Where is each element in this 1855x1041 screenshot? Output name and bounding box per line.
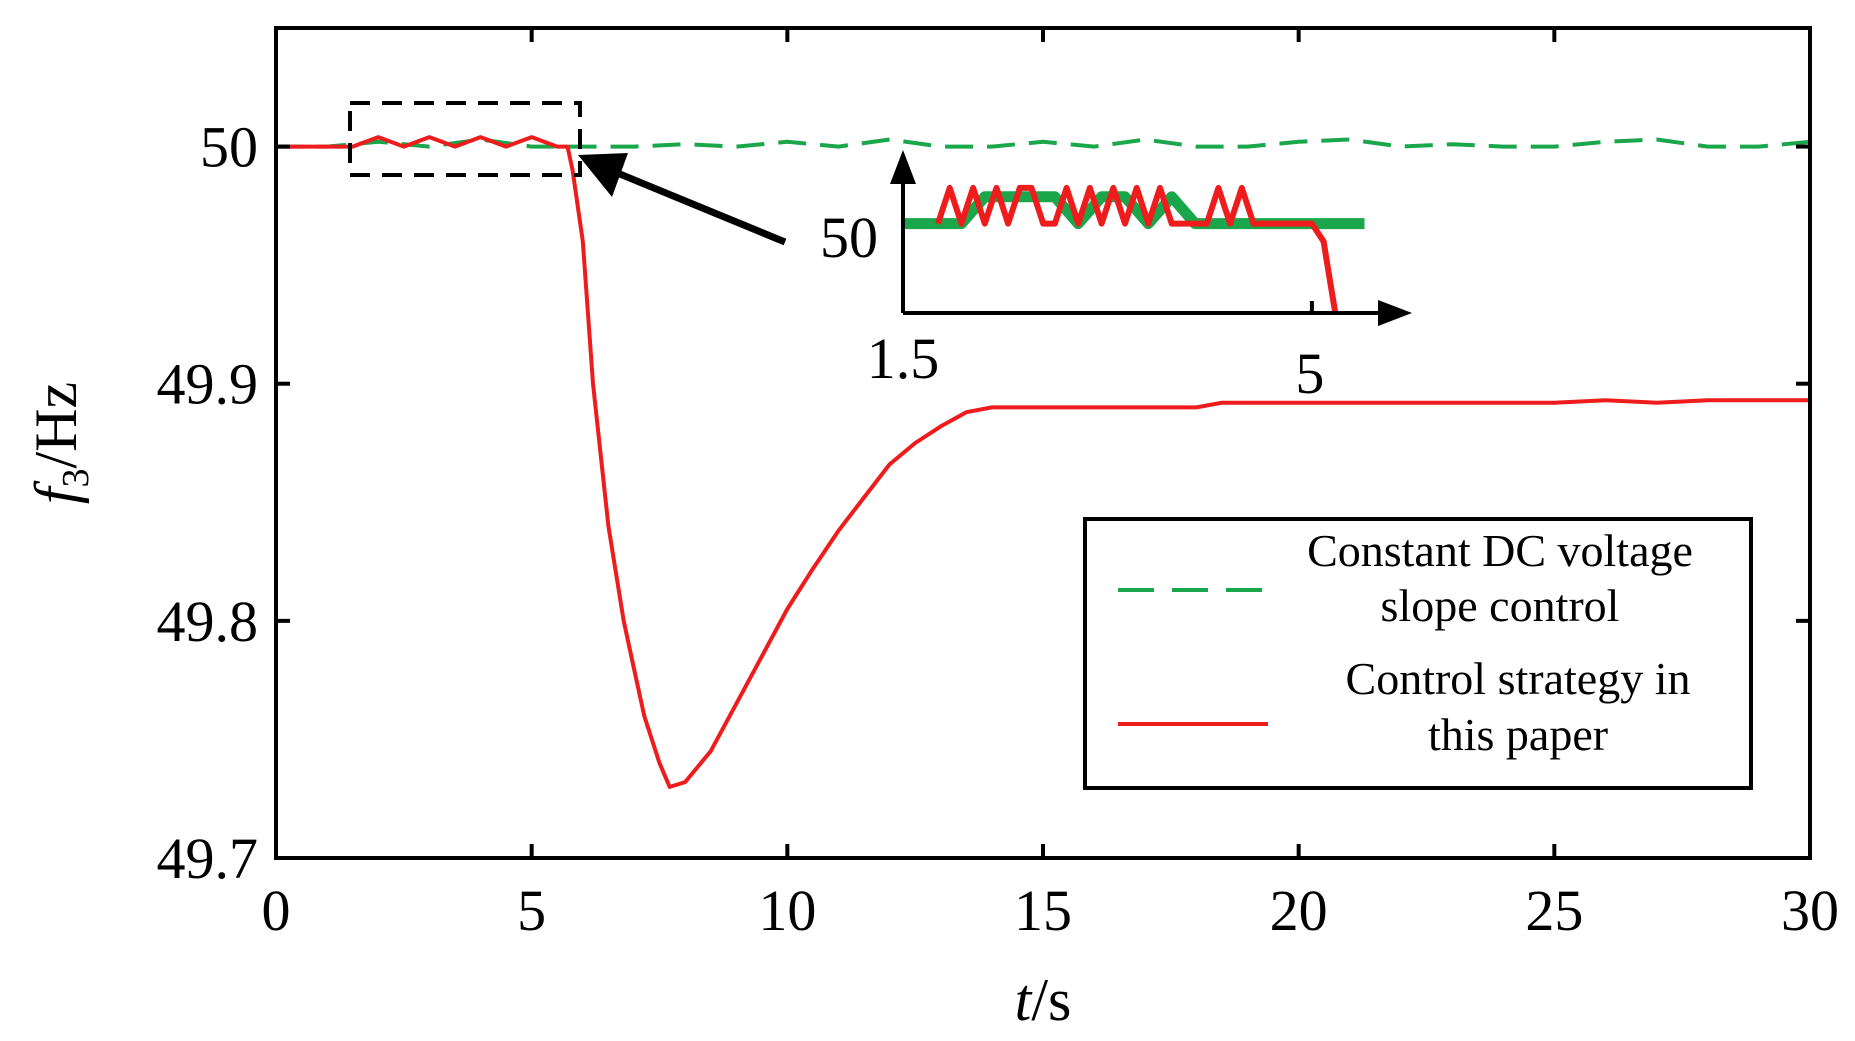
zoom-arrow-head [578,153,628,197]
x-tick-label: 20 [1270,878,1328,943]
inset-series-line-dc-voltage-slope [903,191,1365,230]
y-tick-label: 49.9 [157,352,259,417]
x-tick-label: 15 [1014,878,1072,943]
x-tick-label: 10 [758,878,816,943]
legend-label: slope control [1381,580,1620,631]
zoom-arrow-shaft [613,168,787,246]
series-line-proposed-strategy [276,135,1810,789]
ticks-layer: 0 5 10 15 20 25 30 49.7 49.8 49.9 50 t/s f3/Hz [23,28,1839,1033]
inset-layer: 1.5 5 50 [348,101,1412,406]
legend-box [1083,517,1753,790]
inset-x-axis-arrow [1378,300,1412,326]
inset-x-tick-label: 1.5 [867,326,940,391]
inset-x-tick-label: 5 [1295,341,1324,406]
x-tick-label: 25 [1525,878,1583,943]
y-tick-label: 49.8 [157,589,259,654]
x-tick-label: 30 [1781,878,1839,943]
x-axis-label: t/s [1015,967,1072,1033]
y-tick-label: 50 [200,115,258,180]
x-tick-label: 5 [517,878,546,943]
inset-y-axis-arrow [890,150,916,184]
legend-label: this paper [1428,709,1608,760]
series-layer [276,135,1811,789]
legend-label: Control strategy in [1346,653,1691,704]
legend-label: Constant DC voltage [1307,525,1693,576]
inset-y-tick-label: 50 [820,205,878,270]
y-tick-label: 49.7 [157,826,259,891]
inset-series-line-proposed-strategy [935,184,1339,314]
y-axis-label: f3/Hz [23,382,97,504]
zoom-box [348,101,582,177]
x-tick-label: 0 [262,878,291,943]
series-line-dc-voltage-slope [276,137,1811,149]
